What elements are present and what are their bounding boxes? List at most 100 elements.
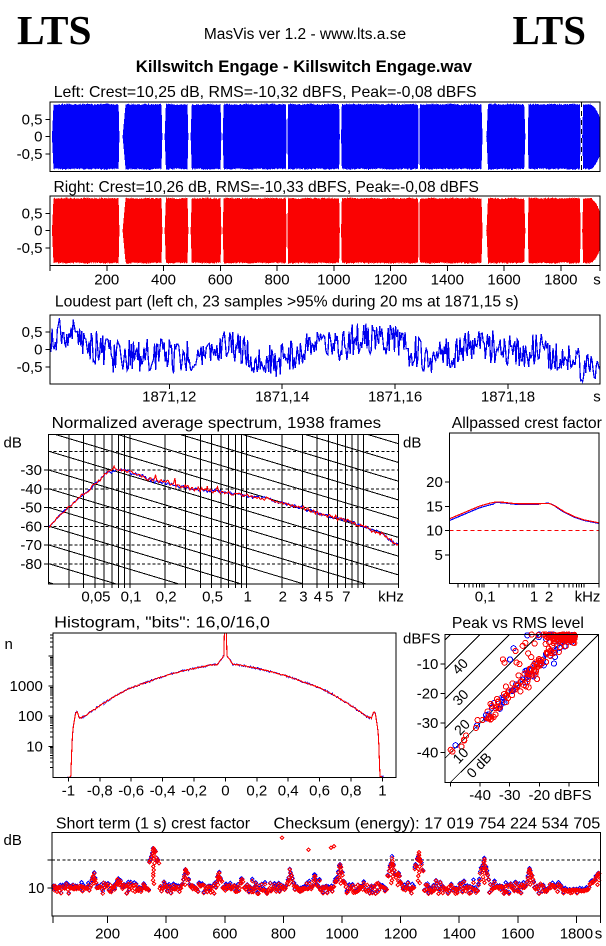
svg-text:0,6: 0,6 [309,783,330,800]
svg-text:LTS: LTS [513,7,587,53]
svg-text:0,5: 0,5 [202,589,223,606]
svg-text:-30: -30 [499,787,521,804]
svg-text:1600: 1600 [487,272,520,289]
svg-text:0,05: 0,05 [81,589,110,606]
svg-text:-0,6: -0,6 [118,783,144,800]
svg-text:Right: Crest=10,26 dB, RMS=-10: Right: Crest=10,26 dB, RMS=-10,33 dBFS, … [54,179,479,196]
svg-text:1800: 1800 [560,926,593,943]
svg-text:400: 400 [151,272,176,289]
svg-text:dB: dB [4,832,22,849]
svg-text:200: 200 [94,272,119,289]
svg-text:0,8: 0,8 [341,783,362,800]
svg-text:1200: 1200 [374,272,407,289]
svg-text:0,5: 0,5 [22,111,43,128]
svg-text:-1: -1 [62,783,75,800]
svg-text:800: 800 [271,926,296,943]
svg-text:-0,8: -0,8 [87,783,113,800]
svg-text:Normalized average spectrum, 1: Normalized average spectrum, 1938 frames [52,415,382,432]
svg-text:800: 800 [265,272,290,289]
svg-text:-40: -40 [20,481,42,498]
svg-text:-20: -20 [417,686,439,703]
svg-text:Killswitch Engage - Killswitch: Killswitch Engage - Killswitch Engage.wa… [136,58,473,76]
svg-text:-0,2: -0,2 [181,783,207,800]
svg-text:Left: Crest=10,25 dB, RMS=-10,: Left: Crest=10,25 dB, RMS=-10,32 dBFS, P… [54,84,477,101]
svg-text:3: 3 [299,589,307,606]
svg-text:15: 15 [426,498,443,515]
svg-text:1871,14: 1871,14 [255,389,309,406]
svg-text:5: 5 [434,547,442,564]
svg-text:20: 20 [426,474,443,491]
svg-text:0: 0 [34,342,42,359]
svg-text:10: 10 [28,880,45,897]
svg-text:200: 200 [95,926,120,943]
svg-text:10: 10 [426,523,443,540]
svg-text:0,4: 0,4 [278,783,299,800]
svg-text:1400: 1400 [431,272,464,289]
svg-text:0: 0 [34,223,42,240]
svg-text:LTS: LTS [17,7,92,53]
svg-text:s: s [593,272,601,289]
svg-text:-0,5: -0,5 [17,146,43,163]
svg-text:1000: 1000 [10,678,43,695]
svg-text:-30: -30 [417,715,439,732]
svg-text:5: 5 [325,589,333,606]
svg-text:n: n [5,636,13,653]
svg-text:600: 600 [212,926,237,943]
svg-text:dBFS: dBFS [554,787,592,804]
svg-text:MasVis ver 1.2 - www.lts.a.se: MasVis ver 1.2 - www.lts.a.se [204,26,406,43]
svg-text:0,1: 0,1 [121,589,142,606]
svg-text:1000: 1000 [325,926,358,943]
svg-text:-70: -70 [20,537,42,554]
svg-text:Allpassed crest factor: Allpassed crest factor [452,415,603,432]
svg-text:1871,16: 1871,16 [368,389,422,406]
svg-text:-60: -60 [20,518,42,535]
svg-text:-0,5: -0,5 [17,359,43,376]
svg-text:1: 1 [378,783,386,800]
svg-text:-0,5: -0,5 [17,240,43,257]
svg-text:Peak vs RMS level: Peak vs RMS level [452,615,584,632]
svg-text:Loudest part (left ch, 23 sam: Loudest part (left ch, 23 samples >95% d… [55,293,519,310]
svg-text:1000: 1000 [317,272,350,289]
svg-text:4: 4 [314,589,322,606]
svg-text:-0,4: -0,4 [150,783,176,800]
svg-text:s: s [593,389,601,406]
svg-text:-50: -50 [20,500,42,517]
svg-text:1: 1 [530,589,538,606]
svg-text:100: 100 [18,708,43,725]
svg-text:1400: 1400 [443,926,476,943]
svg-text:dBFS: dBFS [403,631,441,648]
svg-text:7: 7 [342,589,350,606]
svg-text:0,1: 0,1 [475,589,496,606]
svg-text:kHz: kHz [378,589,404,606]
svg-text:0,5: 0,5 [22,324,43,341]
svg-text:-10: -10 [417,656,439,673]
svg-text:-80: -80 [20,556,42,573]
svg-text:0,2: 0,2 [156,589,177,606]
svg-text:Histogram, "bits": 16,0/16,0: Histogram, "bits": 16,0/16,0 [54,615,270,632]
svg-text:400: 400 [154,926,179,943]
svg-text:0: 0 [221,783,229,800]
svg-text:kHz: kHz [575,589,601,606]
svg-text:0: 0 [34,129,42,146]
svg-text:-20: -20 [528,787,550,804]
svg-text:1871,18: 1871,18 [481,389,535,406]
svg-text:1: 1 [244,589,252,606]
svg-text:1871,12: 1871,12 [142,389,196,406]
svg-text:1200: 1200 [384,926,417,943]
svg-text:1600: 1600 [501,926,534,943]
svg-text:-40: -40 [469,787,491,804]
svg-text:-30: -30 [20,462,42,479]
svg-text:-40: -40 [417,745,439,762]
svg-text:1800: 1800 [544,272,577,289]
svg-text:2: 2 [279,589,287,606]
svg-text:Checksum (energy): 17 019 754: Checksum (energy): 17 019 754 224 534 70… [274,816,601,833]
svg-text:10: 10 [26,738,43,755]
svg-text:s: s [595,926,603,943]
svg-text:dB: dB [4,435,22,452]
svg-text:0,2: 0,2 [246,783,267,800]
svg-text:Short term (1 s) crest factor: Short term (1 s) crest factor [56,816,251,833]
svg-text:0,5: 0,5 [22,205,43,222]
svg-text:2: 2 [545,589,553,606]
svg-text:dB: dB [403,435,421,452]
svg-text:600: 600 [208,272,233,289]
